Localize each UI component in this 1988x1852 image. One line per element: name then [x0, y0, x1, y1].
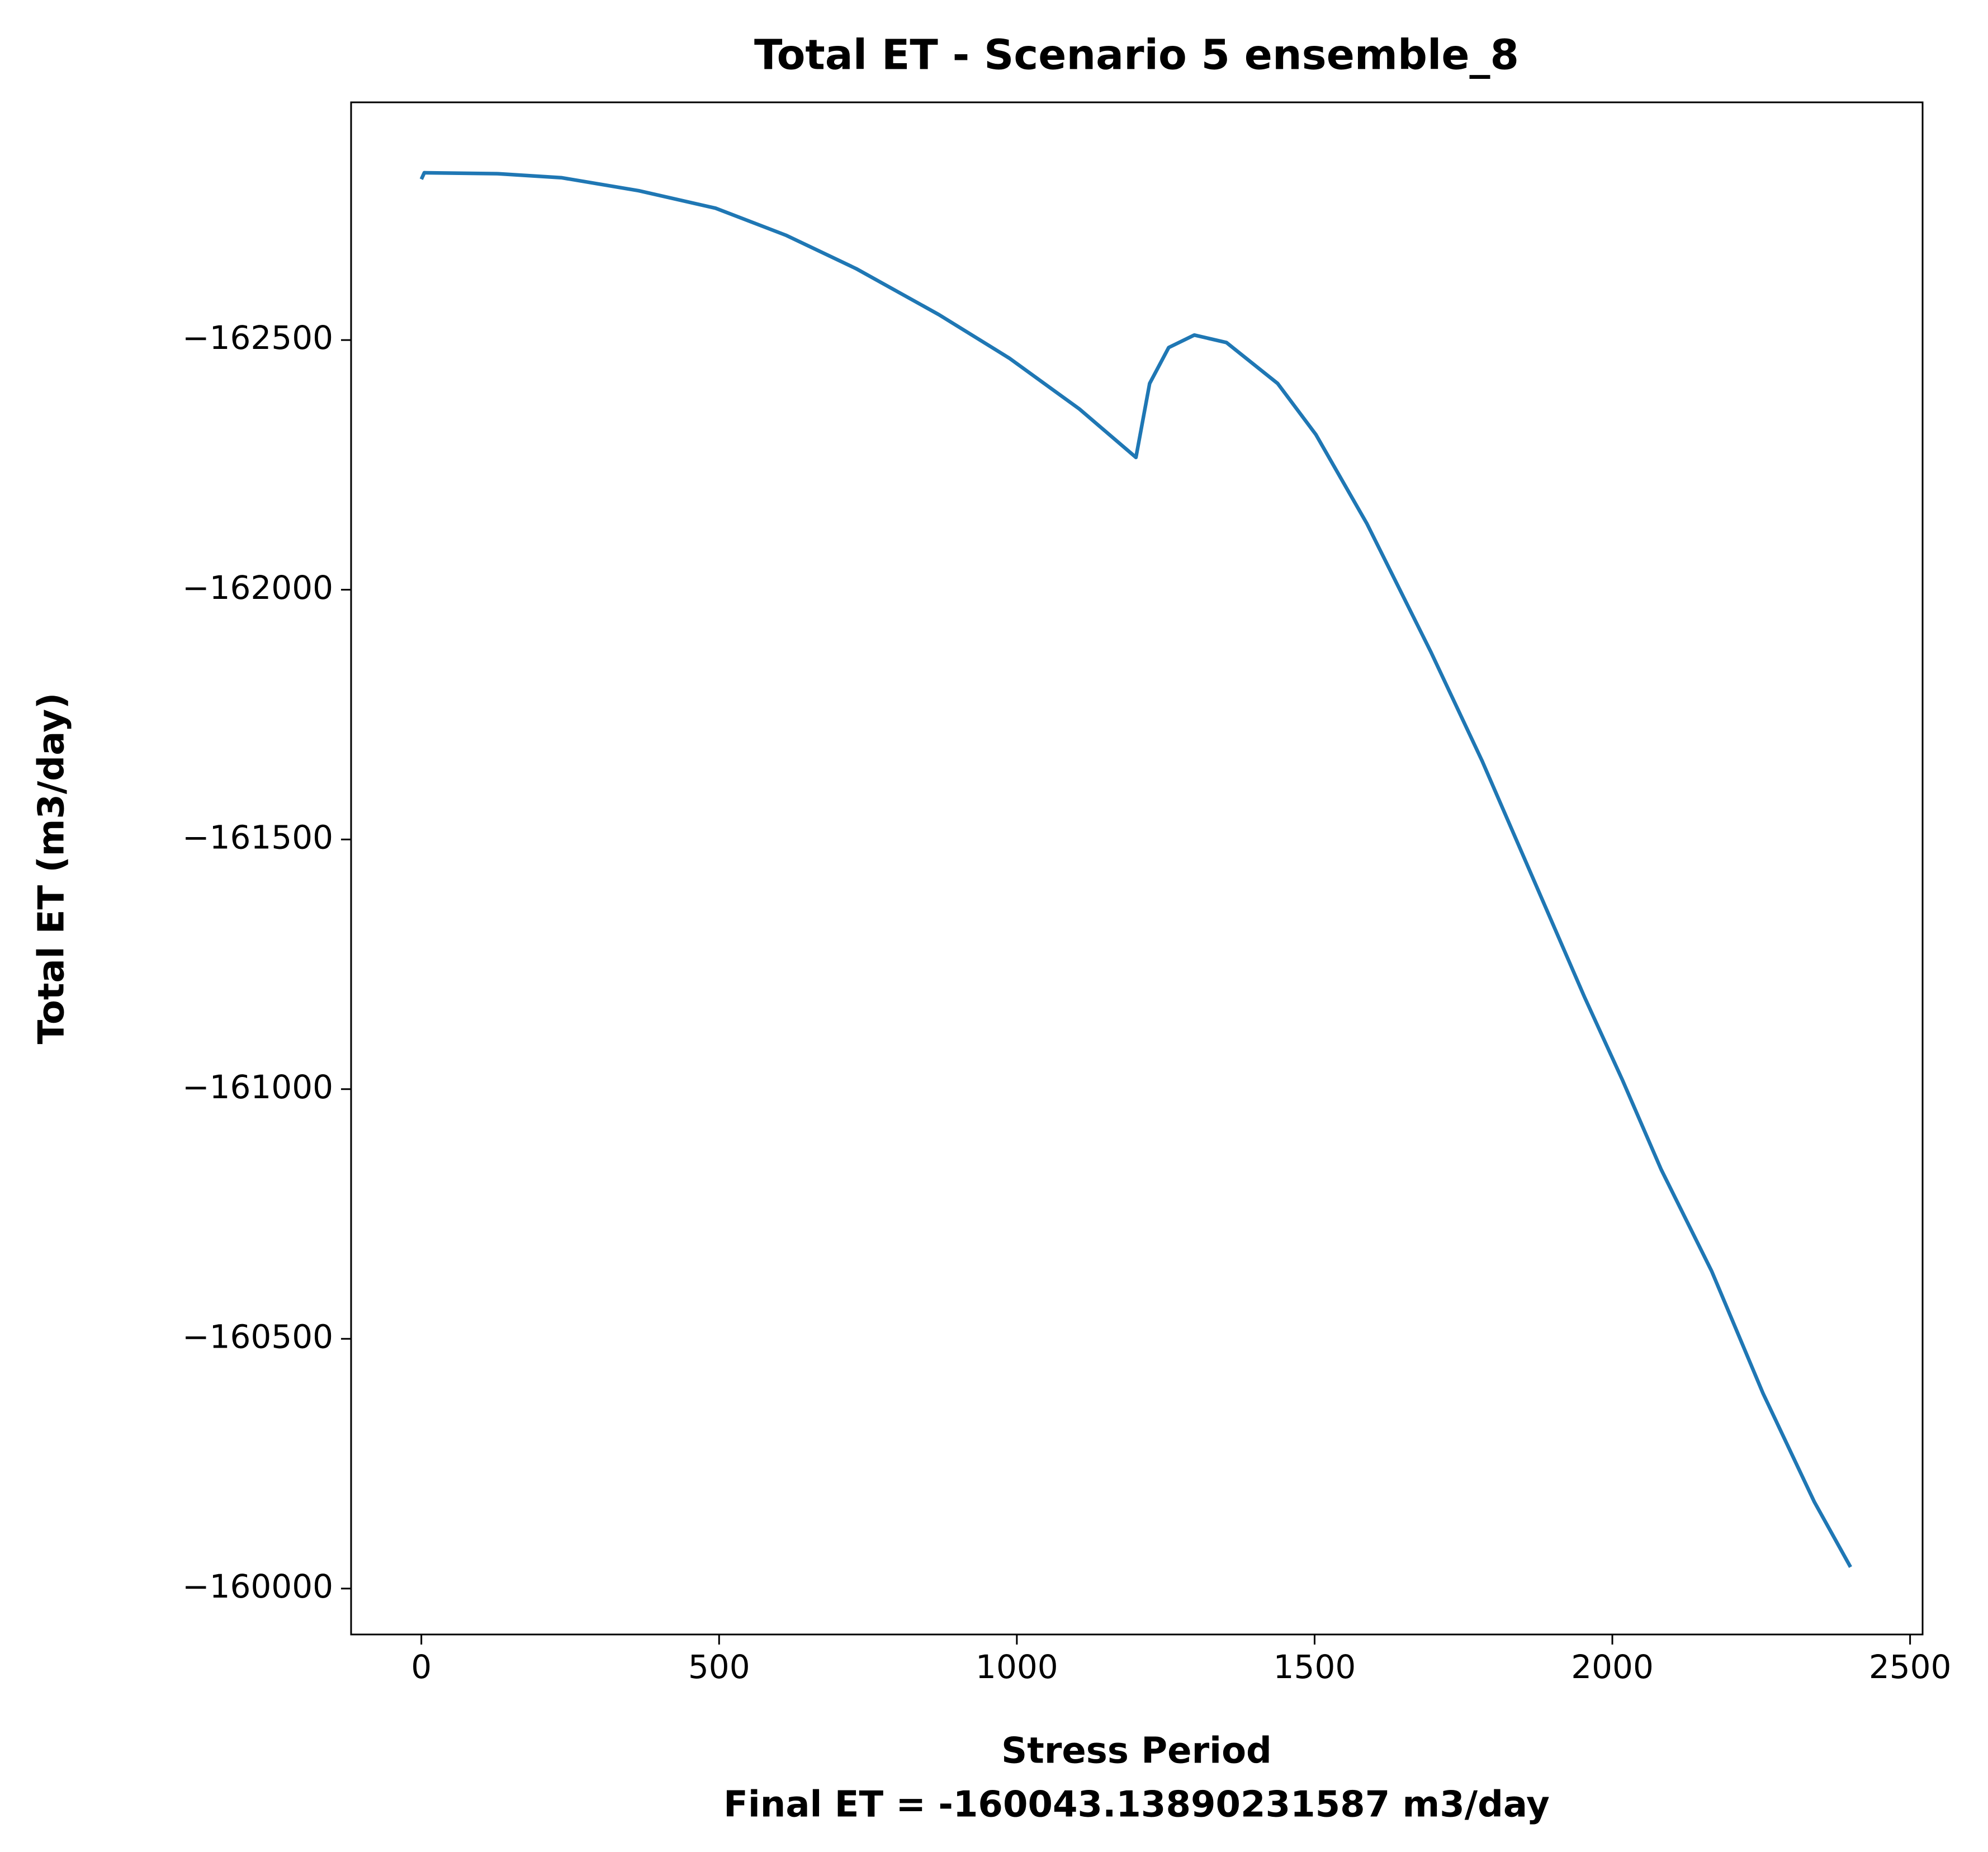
x-axis-label: Stress Period — [1001, 1731, 1272, 1772]
x-tick-label: 1500 — [1274, 1648, 1356, 1686]
footnote: Final ET = -160043.13890231587 m3/day — [723, 1784, 1550, 1826]
y-axis-label: Total ET (m3/day) — [31, 693, 73, 1045]
x-tick-label: 1000 — [976, 1648, 1058, 1686]
y-tick-label: −160500 — [182, 1317, 333, 1355]
y-tick-label: −162500 — [182, 319, 333, 357]
y-tick-label: −161500 — [182, 818, 333, 856]
x-tick-label: 2500 — [1869, 1648, 1952, 1686]
plot-frame — [350, 101, 1924, 1636]
y-tick-label: −161000 — [182, 1068, 333, 1106]
data-line — [419, 171, 1852, 1568]
x-tick-label: 0 — [411, 1648, 432, 1686]
x-tick-label: 2000 — [1571, 1648, 1654, 1686]
chart-title: Total ET - Scenario 5 ensemble_8 — [754, 31, 1519, 79]
y-tick-label: −162000 — [182, 569, 333, 607]
x-tick-label: 500 — [688, 1648, 750, 1686]
y-tick-label: −160000 — [182, 1567, 333, 1605]
